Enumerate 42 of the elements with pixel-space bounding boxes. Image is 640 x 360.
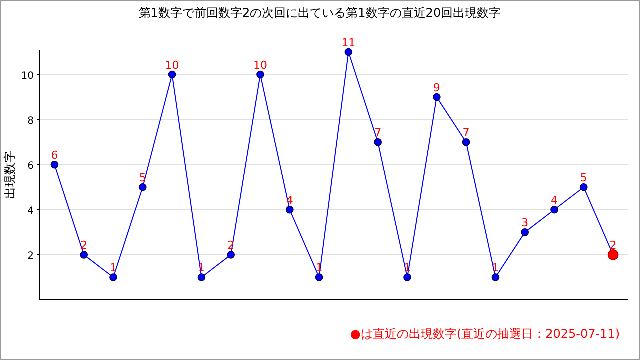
point <box>521 228 529 236</box>
y-tick-label: 6 <box>28 160 34 172</box>
data-label: 1 <box>110 261 117 274</box>
point <box>110 274 118 282</box>
y-tick-label: 4 <box>28 206 34 217</box>
data-label: 4 <box>551 194 558 207</box>
data-label: 7 <box>462 126 470 140</box>
point <box>580 183 588 192</box>
point <box>462 138 470 146</box>
point <box>227 251 235 259</box>
point <box>168 70 176 79</box>
point <box>550 206 558 214</box>
point <box>492 274 500 282</box>
data-label: 9 <box>433 81 440 94</box>
text: ●は直近の出現数字(直近の抽選日：2025-07-11) <box>350 327 620 341</box>
point <box>286 206 294 214</box>
data-label: 11 <box>342 36 356 50</box>
y-axis-title: 出現数字 <box>3 151 17 199</box>
data-label: 3 <box>522 216 529 230</box>
point <box>404 274 412 282</box>
point <box>256 70 264 79</box>
data-label: 1 <box>492 261 500 274</box>
point <box>374 138 382 146</box>
point <box>433 93 441 102</box>
data-label: 7 <box>374 126 382 140</box>
data-label: 2 <box>80 238 88 252</box>
data-label: 5 <box>139 171 146 184</box>
data-label: 10 <box>165 58 180 72</box>
point <box>80 251 88 259</box>
point <box>315 274 324 282</box>
data-label: 10 <box>254 58 268 72</box>
point <box>198 274 206 282</box>
y-tick-label: 10 <box>21 70 34 82</box>
data-label: 6 <box>51 148 58 162</box>
point <box>139 183 147 192</box>
chart-title: 第1数字で前回数字2の次回に出ている第1数字の直近20回出現数字 <box>138 6 502 20</box>
y-tick-label: 2 <box>28 250 34 262</box>
point <box>344 48 353 56</box>
point <box>50 160 59 169</box>
data-label: 5 <box>580 171 588 184</box>
y-tick-label: 8 <box>28 116 34 127</box>
data-label: 2 <box>610 238 617 252</box>
